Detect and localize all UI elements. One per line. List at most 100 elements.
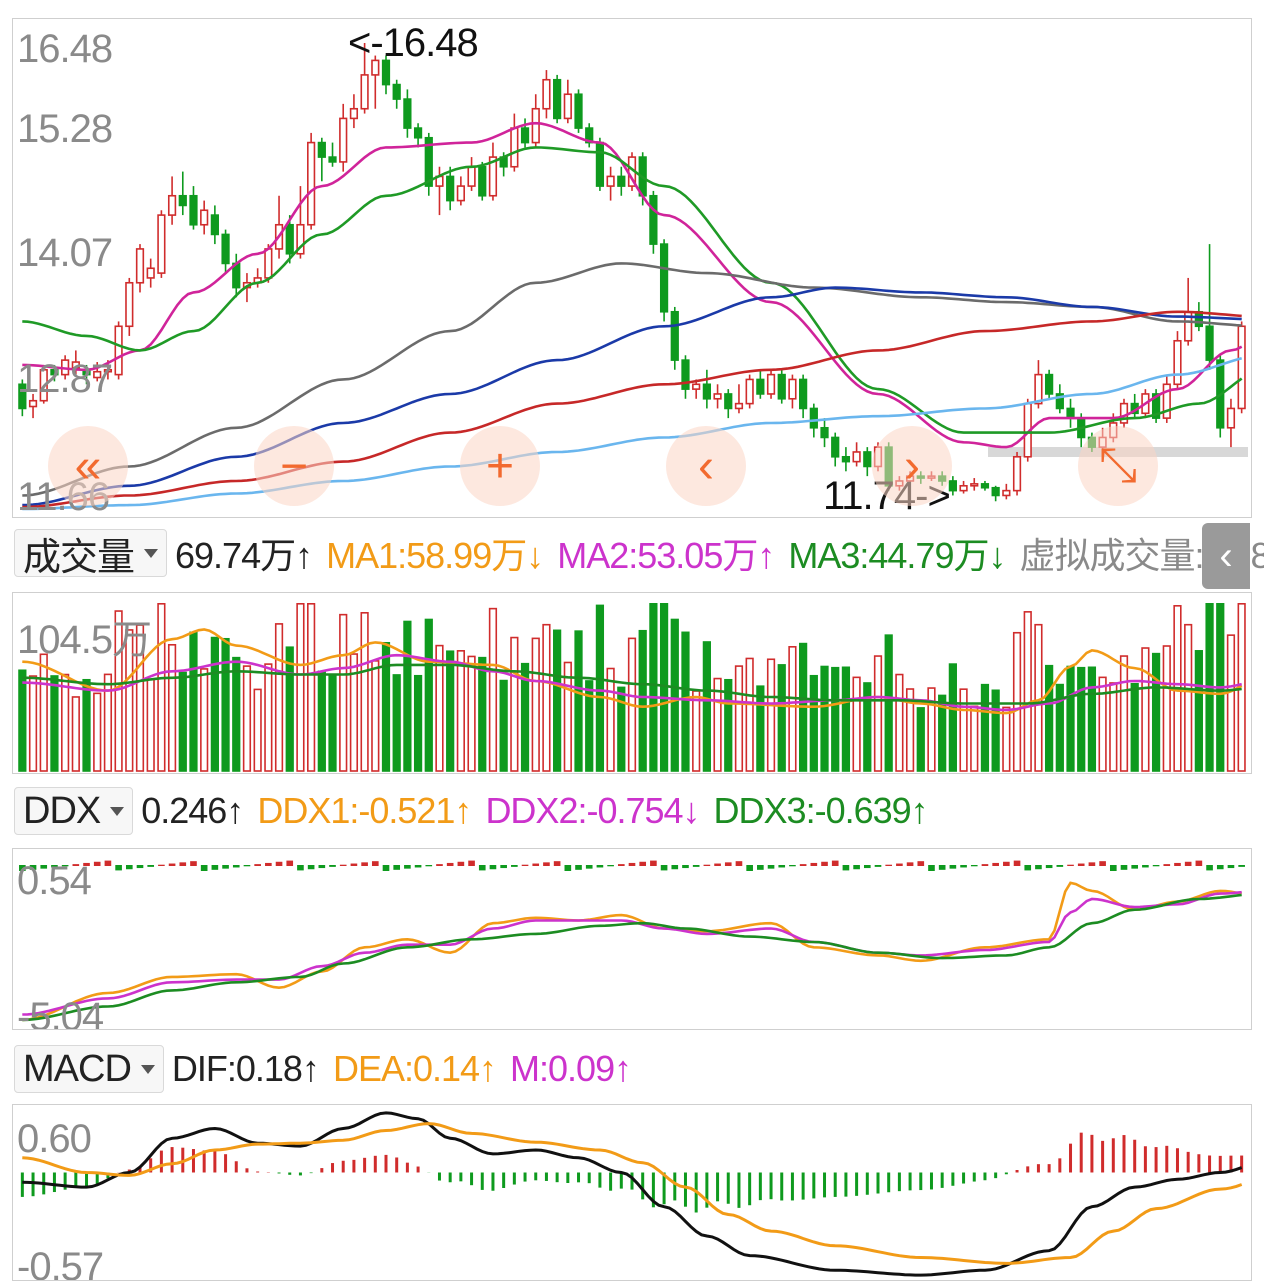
volume-bar: [103, 673, 113, 772]
candle-body: [959, 484, 968, 492]
candle-body: [1055, 393, 1064, 410]
ddx-bar: [1163, 864, 1171, 866]
volume-bar: [71, 696, 80, 772]
macd-indicator-selector[interactable]: MACD: [14, 1045, 164, 1093]
volume-bar: [713, 677, 722, 772]
ddx-bar: [511, 865, 518, 867]
ddx-bar: [168, 863, 176, 866]
price-chart-panel[interactable]: 16.48 15.28 14.07 12.87 11.66 <-16.48 11…: [12, 18, 1252, 518]
candle-body: [39, 368, 48, 402]
volume-bar: [520, 662, 530, 772]
ddx-bar: [425, 865, 433, 867]
volume-bar: [1012, 631, 1022, 772]
volume-bar: [756, 685, 765, 772]
volume-bar: [863, 682, 872, 772]
volume-bar: [1226, 634, 1236, 772]
volume-bar: [531, 637, 540, 772]
candle-body: [670, 310, 679, 361]
ddx-selector-label: DDX: [23, 789, 101, 832]
candle-body: [563, 93, 572, 120]
ddx-bar: [607, 865, 614, 867]
ma-line-ma_green: [22, 146, 1243, 434]
volume-bar: [39, 653, 48, 772]
volume-bar: [221, 637, 230, 772]
candle-body: [317, 141, 326, 158]
left-icon[interactable]: ‹: [666, 426, 746, 506]
volume-bar: [210, 636, 219, 772]
volume-bar: [745, 657, 754, 772]
candle-body: [585, 127, 594, 144]
candle-body: [71, 361, 80, 369]
minus-icon[interactable]: −: [254, 426, 334, 506]
candle-body: [157, 214, 166, 274]
ddx-bar: [575, 865, 582, 870]
ddx-bar: [275, 861, 283, 866]
volume-bar: [285, 646, 294, 772]
volume-bar: [1194, 650, 1203, 772]
volume-bar: [28, 675, 38, 772]
ddx-chart-panel[interactable]: 0.54 -5.04: [12, 848, 1252, 1030]
ddx-bar: [714, 863, 721, 866]
plus-icon[interactable]: +: [460, 426, 540, 506]
volume-bar: [1162, 645, 1171, 772]
candle-body: [328, 156, 337, 163]
volume-bar: [478, 656, 487, 772]
volume-bar: [638, 629, 647, 772]
volume-bar: [1002, 706, 1011, 772]
candle-body: [307, 141, 316, 226]
volume-bar: [510, 636, 519, 772]
volume-indicator-selector[interactable]: 成交量: [14, 529, 168, 579]
volume-chart-panel[interactable]: 104.5万: [12, 592, 1252, 774]
ddx2-value: DDX2:-0.754↓: [485, 790, 700, 831]
volume-bar: [649, 603, 658, 772]
ddx-bar: [254, 864, 261, 866]
ddx-bar: [1013, 860, 1021, 866]
right-icon[interactable]: ›: [872, 426, 952, 506]
volume-bar: [200, 668, 209, 772]
ddx-bar: [115, 865, 122, 871]
expand-icon[interactable]: ⤡: [1078, 426, 1158, 506]
ddx-bar: [1184, 861, 1192, 866]
candle-body: [863, 451, 872, 468]
volume-selector-label: 成交量: [23, 536, 135, 579]
volume-bar: [574, 630, 583, 772]
ddx-bar: [585, 865, 593, 869]
ddx-bar: [211, 865, 219, 870]
ddx-bar: [350, 863, 358, 866]
ddx-indicator-selector[interactable]: DDX: [14, 787, 134, 835]
ddx-bar: [810, 862, 818, 866]
ddx-bar: [1195, 860, 1203, 866]
ddx-bar: [671, 865, 679, 870]
volume-bar: [253, 688, 262, 772]
volume-bar: [670, 618, 679, 772]
macd-chart-panel[interactable]: 0.60 -0.57: [12, 1104, 1252, 1281]
volume-bar: [585, 680, 594, 772]
macd-dif: DIF:0.18↑: [171, 1048, 320, 1089]
double-left-icon[interactable]: «: [48, 426, 128, 506]
candle-body: [617, 175, 626, 187]
ddx-bar: [1077, 863, 1085, 866]
ddx-bar: [29, 865, 37, 870]
ddx-tick-top: 0.54: [17, 859, 92, 903]
volume-bar: [446, 650, 455, 772]
candle-body: [734, 402, 744, 410]
ddx-bar: [1045, 865, 1053, 869]
price-tick-2: 15.28: [17, 107, 113, 151]
candle-body: [285, 223, 294, 255]
ddx-bar: [1238, 865, 1245, 867]
ddx-bar: [853, 865, 860, 870]
volume-bar: [1087, 666, 1097, 772]
candle-body: [264, 248, 273, 279]
volume-bar: [1055, 683, 1064, 772]
collapse-left-icon[interactable]: ‹: [1202, 523, 1250, 589]
candle-body: [991, 486, 1000, 497]
volume-bar: [403, 620, 412, 772]
ma-line-ma_grey: [22, 262, 1242, 497]
ddx-chart: [19, 860, 1245, 1022]
candle-body: [542, 78, 551, 110]
candle-body: [777, 373, 786, 400]
volume-bar: [991, 689, 1000, 772]
volume-tick: 104.5万: [17, 618, 152, 662]
ddx-bar: [831, 860, 839, 866]
candle-body: [18, 383, 27, 410]
